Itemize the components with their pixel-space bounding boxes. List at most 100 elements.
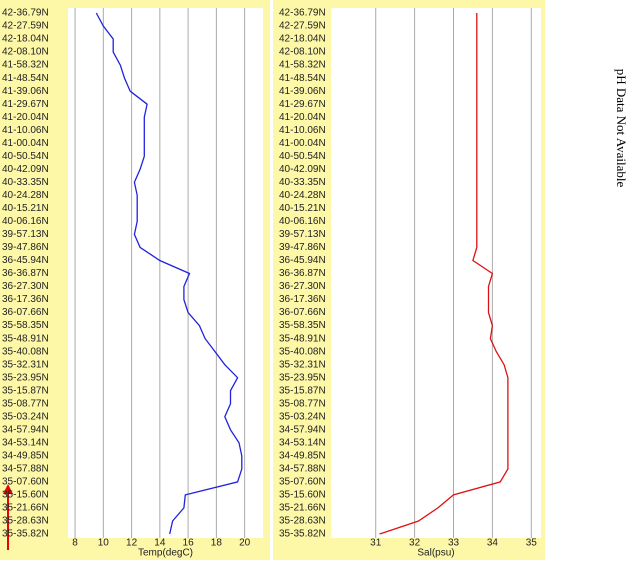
y-tick-label: 41-00.04N: [279, 138, 326, 149]
x-axis-title: Sal(psu): [417, 548, 454, 559]
y-tick-label: 42-08.10N: [279, 47, 326, 58]
y-tick-label: 36-27.30N: [279, 281, 326, 292]
plot-area: [331, 8, 541, 538]
y-tick-label: 39-57.13N: [279, 229, 326, 240]
y-tick-label: 35-08.77N: [279, 398, 326, 409]
y-tick-label: 41-39.06N: [279, 86, 326, 97]
x-tick-label: 20: [239, 538, 251, 549]
x-tick-label: 32: [409, 538, 421, 549]
plot-area: [68, 8, 263, 538]
y-tick-label: 35-58.35N: [279, 320, 326, 331]
y-tick-label: 35-23.95N: [279, 372, 326, 383]
y-tick-label: 42-27.59N: [279, 21, 326, 32]
y-tick-label: 34-49.85N: [279, 450, 326, 461]
y-tick-label: 36-36.87N: [2, 268, 49, 279]
y-tick-label: 36-17.36N: [279, 294, 326, 305]
y-tick-label: 35-35.82N: [279, 529, 326, 540]
y-tick-label: 35-15.60N: [2, 490, 49, 501]
y-tick-label: 36-45.94N: [2, 255, 49, 266]
y-tick-label: 41-20.04N: [279, 112, 326, 123]
y-tick-label: 40-33.35N: [279, 177, 326, 188]
y-tick-label: 35-28.63N: [2, 516, 49, 527]
y-tick-label: 35-40.08N: [2, 346, 49, 357]
y-tick-label: 41-58.32N: [2, 60, 49, 71]
y-tick-label: 34-57.94N: [2, 424, 49, 435]
x-tick-label: 31: [370, 538, 382, 549]
y-tick-label: 35-08.77N: [2, 398, 49, 409]
y-tick-label: 36-27.30N: [2, 281, 49, 292]
y-tick-label: 36-17.36N: [2, 294, 49, 305]
y-tick-label: 35-21.66N: [2, 503, 49, 514]
y-tick-label: 36-07.66N: [279, 307, 326, 318]
y-tick-label: 35-07.60N: [279, 477, 326, 488]
y-tick-label: 40-42.09N: [2, 164, 49, 175]
y-tick-label: 35-48.91N: [2, 333, 49, 344]
x-tick-label: 34: [487, 538, 499, 549]
y-tick-label: 41-48.54N: [2, 73, 49, 84]
y-tick-label: 36-45.94N: [279, 255, 326, 266]
y-tick-label: 35-03.24N: [2, 411, 49, 422]
y-tick-label: 35-32.31N: [2, 359, 49, 370]
y-tick-label: 34-57.88N: [2, 464, 49, 475]
y-tick-label: 35-21.66N: [279, 503, 326, 514]
x-axis-title: Temp(degC): [138, 548, 193, 559]
x-tick-label: 18: [211, 538, 223, 549]
y-tick-label: 41-58.32N: [279, 60, 326, 71]
y-tick-label: 40-15.21N: [2, 203, 49, 214]
y-tick-label: 41-39.06N: [2, 86, 49, 97]
y-tick-label: 35-03.24N: [279, 411, 326, 422]
y-tick-label: 35-28.63N: [279, 516, 326, 527]
y-tick-label: 34-57.94N: [279, 424, 326, 435]
y-tick-label: 35-35.82N: [2, 529, 49, 540]
y-tick-label: 40-33.35N: [2, 177, 49, 188]
y-tick-label: 41-20.04N: [2, 112, 49, 123]
y-tick-label: 39-47.86N: [2, 242, 49, 253]
y-tick-label: 40-24.28N: [2, 190, 49, 201]
y-tick-label: 42-18.04N: [279, 34, 326, 45]
y-tick-label: 40-06.16N: [2, 216, 49, 227]
y-tick-label: 35-15.60N: [279, 490, 326, 501]
x-tick-label: 12: [126, 538, 138, 549]
y-tick-label: 42-18.04N: [2, 34, 49, 45]
y-tick-label: 34-53.14N: [279, 437, 326, 448]
y-tick-label: 42-36.79N: [279, 8, 326, 19]
y-tick-label: 34-53.14N: [2, 437, 49, 448]
y-tick-label: 35-58.35N: [2, 320, 49, 331]
y-tick-label: 35-07.60N: [2, 477, 49, 488]
y-tick-label: 35-15.87N: [2, 385, 49, 396]
y-tick-label: 35-23.95N: [2, 372, 49, 383]
y-tick-label: 41-29.67N: [2, 99, 49, 110]
y-tick-label: 35-48.91N: [279, 333, 326, 344]
x-tick-label: 35: [526, 538, 538, 549]
x-tick-label: 14: [154, 538, 166, 549]
y-tick-label: 41-00.04N: [2, 138, 49, 149]
y-tick-label: 41-48.54N: [279, 73, 326, 84]
x-tick-label: 8: [72, 538, 78, 549]
arrow-head: [3, 484, 13, 494]
y-tick-label: 41-10.06N: [2, 125, 49, 136]
y-tick-label: 36-36.87N: [279, 268, 326, 279]
y-tick-label: 36-07.66N: [2, 307, 49, 318]
y-tick-label: 42-36.79N: [2, 8, 49, 19]
y-tick-label: 42-08.10N: [2, 47, 49, 58]
x-tick-label: 16: [183, 538, 195, 549]
y-tick-label: 42-27.59N: [2, 21, 49, 32]
y-tick-label: 39-57.13N: [2, 229, 49, 240]
y-tick-label: 35-15.87N: [279, 385, 326, 396]
y-tick-label: 39-47.86N: [279, 242, 326, 253]
y-tick-label: 35-32.31N: [279, 359, 326, 370]
x-tick-label: 33: [448, 538, 460, 549]
y-tick-label: 40-24.28N: [279, 190, 326, 201]
y-tick-label: 40-50.54N: [279, 151, 326, 162]
note: pH Data Not Available: [614, 69, 629, 188]
y-tick-label: 34-57.88N: [279, 464, 326, 475]
data-line: [95, 12, 243, 535]
y-tick-label: 40-42.09N: [279, 164, 326, 175]
y-tick-label: 40-06.16N: [279, 216, 326, 227]
data-line: [379, 13, 509, 535]
y-tick-label: 40-15.21N: [279, 203, 326, 214]
x-tick-label: 10: [98, 538, 110, 549]
y-tick-label: 35-40.08N: [279, 346, 326, 357]
y-tick-label: 34-49.85N: [2, 450, 49, 461]
